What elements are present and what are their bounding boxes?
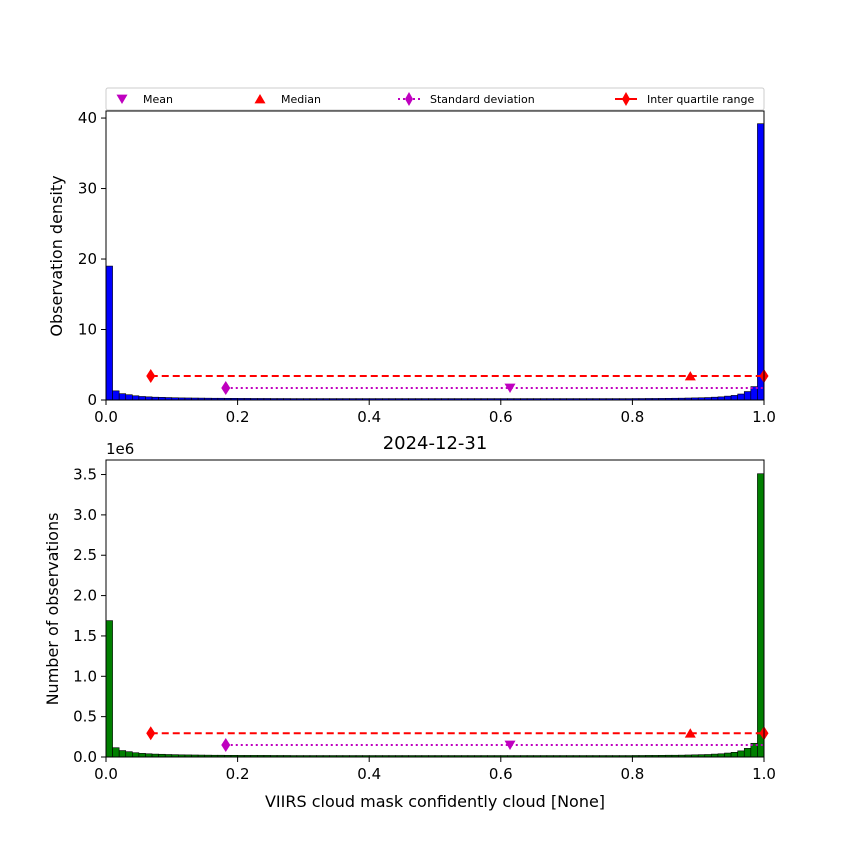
density-x-tick-label: 0.0 (94, 408, 118, 426)
density-bar (125, 394, 133, 401)
legend-label-standard-deviation: Standard deviation (430, 93, 535, 106)
count-bar (757, 473, 765, 758)
count-bar (125, 751, 133, 758)
count-median-marker (684, 728, 696, 738)
density-statistics-markers (146, 369, 769, 396)
count-y-tick-label: 2.0 (73, 587, 97, 605)
legend-label-mean: Mean (143, 93, 173, 106)
density-bar (118, 393, 127, 401)
density-std-low-marker (221, 381, 231, 396)
count-histogram-title: 2024-12-31 (383, 433, 488, 454)
density-y-tick-label: 30 (78, 180, 97, 198)
count-y-tick-label: 1.0 (73, 667, 97, 685)
count-bar (118, 750, 127, 758)
legend-label-inter-quartile-range: Inter quartile range (647, 93, 754, 106)
density-axes-frame (105, 110, 765, 401)
count-iqr-low-marker (146, 726, 156, 741)
density-x-tick-label: 0.8 (620, 408, 644, 426)
legend-iqr-marker (622, 92, 630, 106)
density-x-tick-label: 0.6 (489, 408, 513, 426)
legend-label-median: Median (281, 93, 321, 106)
density-y-tick-label: 0 (87, 391, 97, 409)
count-y-tick-label: 0.0 (73, 748, 97, 766)
count-bar (743, 748, 752, 758)
count-x-axis-label: VIIRS cloud mask confidently cloud [None… (265, 792, 605, 811)
count-bar (737, 750, 745, 758)
legend: Mean Median Standard deviation Inter qua… (105, 87, 765, 111)
count-x-tick-label: 1.0 (752, 765, 776, 783)
density-bar (730, 395, 738, 401)
density-bar (112, 390, 120, 401)
density-bar (132, 395, 140, 401)
count-x-tick-label: 0.2 (226, 765, 250, 783)
count-y-tick-label: 2.5 (73, 546, 97, 564)
density-x-tick-label: 1.0 (752, 408, 776, 426)
count-x-tick-label: 0.4 (357, 765, 381, 783)
density-x-tick-label: 0.4 (357, 408, 381, 426)
count-x-tick-label: 0.6 (489, 765, 513, 783)
count-axes-frame (105, 459, 765, 758)
count-axis-offset-label: 1e6 (106, 440, 134, 458)
count-mean-marker (504, 740, 516, 751)
density-bar (757, 123, 765, 401)
count-x-tick-label: 0.0 (94, 765, 118, 783)
density-y-tick-label: 10 (78, 321, 97, 339)
density-bar (138, 396, 146, 401)
count-histogram-axes: 2024-12-31 1e6 0.0 0.2 0.4 0.6 0.8 1.0 0.0 0.5 1… (43, 433, 776, 811)
density-bar (724, 395, 732, 401)
count-bar (132, 752, 140, 758)
count-y-tick-label: 3.5 (73, 466, 97, 484)
density-y-tick-label: 20 (78, 250, 97, 268)
density-iqr-low-marker (146, 369, 156, 384)
count-bar (730, 752, 738, 758)
density-y-tick-label: 40 (78, 109, 97, 127)
density-mean-marker (504, 383, 516, 393)
density-x-tick-label: 0.2 (226, 408, 250, 426)
legend-frame (105, 87, 765, 111)
count-y-tick-label: 3.0 (73, 506, 97, 524)
count-bar (112, 747, 120, 758)
count-statistics-markers (146, 726, 769, 753)
count-y-axis-label: Number of observations (43, 513, 62, 706)
legend-std-marker (405, 92, 413, 106)
count-bar (105, 620, 113, 758)
legend-mean-marker (116, 94, 128, 104)
count-y-tick-label: 0.5 (73, 708, 97, 726)
density-median-marker (684, 371, 696, 381)
density-bar (105, 265, 113, 401)
count-x-tick-label: 0.8 (620, 765, 644, 783)
count-bar (138, 753, 146, 758)
density-bar (737, 393, 745, 401)
legend-median-marker (254, 94, 266, 104)
count-bar (724, 752, 732, 758)
density-y-axis-label: Observation density (47, 175, 66, 336)
density-histogram-axes: 0.0 0.2 0.4 0.6 0.8 1.0 0 10 20 30 40 Observation … (47, 109, 776, 426)
count-std-low-marker (221, 738, 231, 753)
count-y-tick-label: 1.5 (73, 627, 97, 645)
density-bar (743, 391, 752, 401)
